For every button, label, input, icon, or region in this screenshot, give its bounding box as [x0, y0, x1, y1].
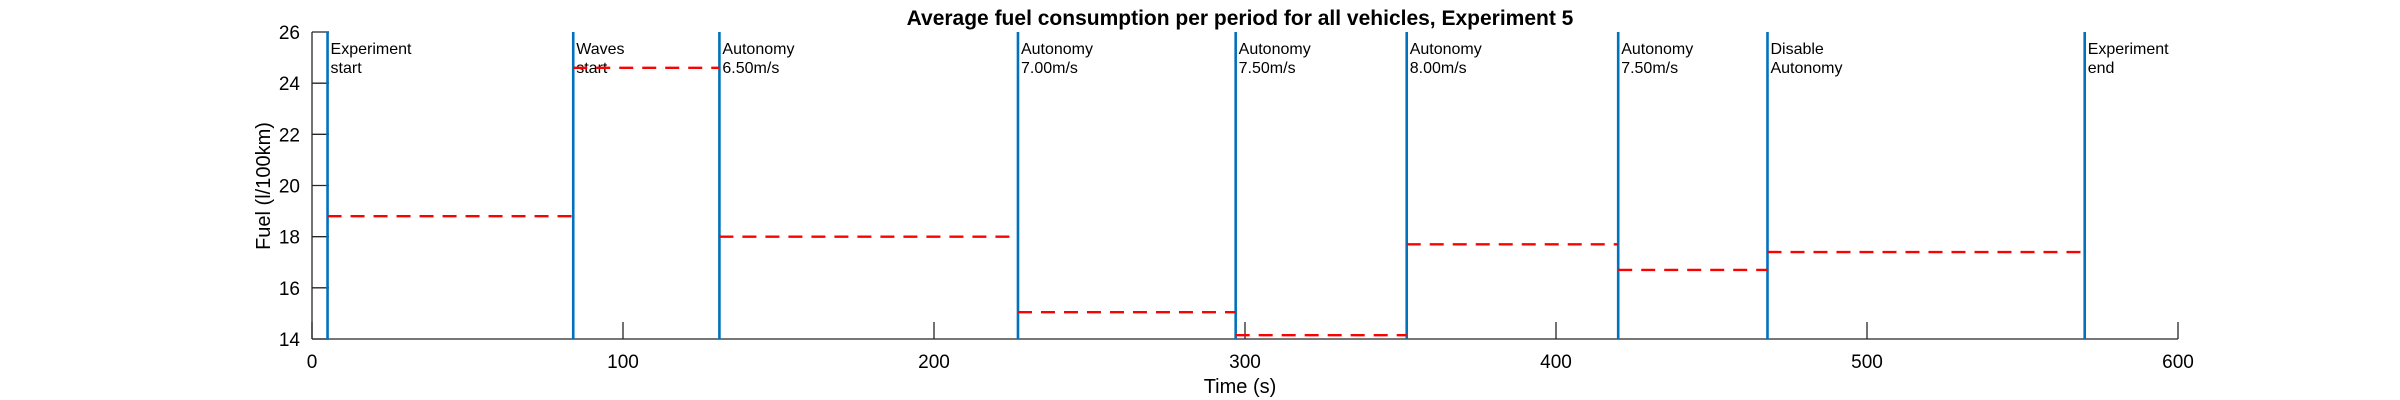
plot-area: 0 100 200 300 400 500 600 14 16 18 20 22 24 26 Experim… — [279, 23, 2194, 373]
event-label-line2: 7.50m/s — [1239, 60, 1296, 77]
x-tick-label: 300 — [1229, 352, 1261, 373]
x-tick-label: 0 — [307, 352, 318, 373]
event-label-line1: Autonomy — [1621, 41, 1693, 58]
event-label-line2: Autonomy — [1770, 60, 1842, 77]
y-tick-label: 18 — [279, 228, 300, 249]
event-label-line1: Experiment — [2088, 41, 2169, 58]
event-label-line2: start — [576, 60, 608, 77]
event-label-line1: Autonomy — [1239, 41, 1311, 58]
y-tick-label: 16 — [279, 279, 300, 300]
y-tick-label: 14 — [279, 330, 301, 351]
event-label-line1: Disable — [1770, 41, 1823, 58]
event-label-line2: 8.00m/s — [1410, 60, 1467, 77]
y-tick-label: 26 — [279, 23, 300, 44]
x-tick-label: 600 — [2162, 352, 2194, 373]
event-label-line1: Autonomy — [1410, 41, 1482, 58]
event-label-line1: Autonomy — [1021, 41, 1093, 58]
x-tick-label: 400 — [1540, 352, 1572, 373]
event-label-line2: end — [2088, 60, 2115, 77]
event-label-line2: 7.00m/s — [1021, 60, 1078, 77]
event-label-line2: 7.50m/s — [1621, 60, 1678, 77]
event-label-line2: start — [331, 60, 363, 77]
x-tick-label: 500 — [1851, 352, 1883, 373]
x-tick-label: 200 — [918, 352, 950, 373]
event-label-line2: 6.50m/s — [722, 60, 779, 77]
event-label-line1: Autonomy — [722, 41, 794, 58]
y-axis-label: Fuel (l/100km) — [253, 122, 275, 250]
y-tick-label: 22 — [279, 125, 300, 146]
event-label-line1: Waves — [576, 41, 624, 58]
y-tick-label: 24 — [279, 74, 301, 95]
x-axis-label: Time (s) — [1204, 376, 1277, 398]
x-tick-label: 100 — [607, 352, 639, 373]
event-label-line1: Experiment — [331, 41, 412, 58]
y-tick-label: 20 — [279, 177, 300, 198]
chart-title: Average fuel consumption per period for … — [907, 7, 1574, 30]
